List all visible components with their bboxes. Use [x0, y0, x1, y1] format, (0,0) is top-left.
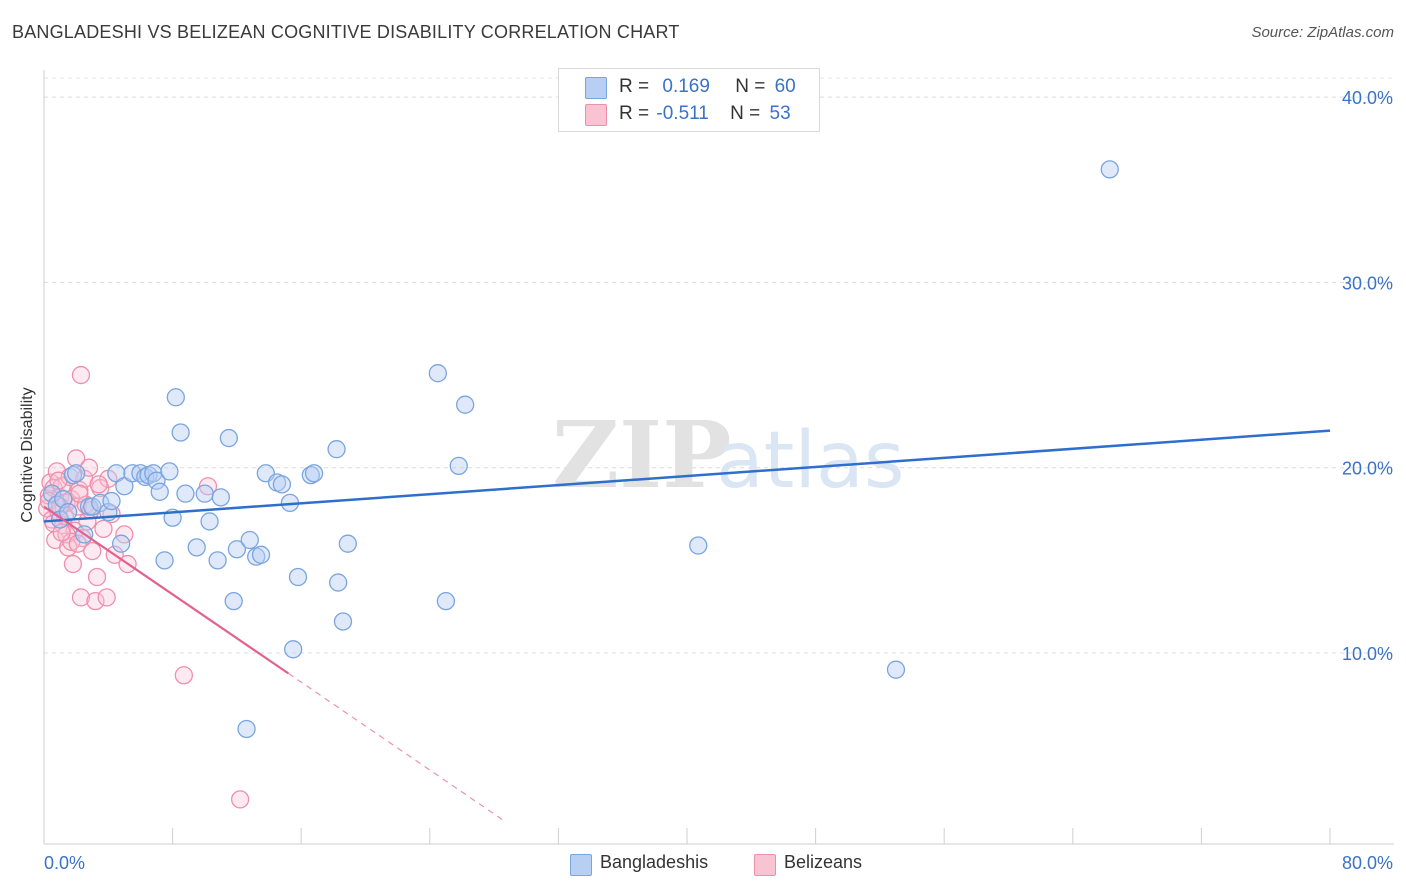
bangladeshi-point	[237, 719, 256, 739]
r-label: R =	[619, 76, 650, 97]
y-tick-label: 30.0%	[1342, 273, 1393, 293]
belizean-point	[97, 588, 116, 607]
legend-label-belizeans: Belizeans	[784, 852, 863, 872]
legend-swatch-blue	[570, 854, 592, 876]
bangladeshi-point	[112, 534, 131, 553]
bangladeshi-point	[689, 536, 708, 555]
bangladeshi-point	[1100, 160, 1119, 179]
belizean-point	[174, 666, 194, 685]
bangladeshi-point	[338, 534, 357, 553]
grid-lines	[44, 77, 1394, 654]
bangladeshi-point	[284, 640, 303, 659]
watermark-atlas: atlas	[716, 416, 905, 506]
belizean-point	[68, 534, 87, 553]
bangladeshi-point	[208, 551, 227, 570]
belizean-trend-extension	[288, 672, 506, 823]
r-value-bangladeshis: 0.169	[662, 76, 710, 97]
bangladeshi-point	[272, 475, 292, 494]
stats-legend: R = 0.169 N = 60 R = -0.511 N = 53	[558, 68, 820, 132]
bangladeshi-point	[67, 464, 86, 483]
bangladeshi-point	[224, 591, 243, 611]
bangladeshi-point	[107, 464, 126, 483]
bangladeshi-point	[187, 538, 206, 557]
belizean-point	[89, 475, 108, 494]
r-label: R =	[619, 103, 650, 124]
r-value-belizeans: -0.511	[656, 103, 709, 124]
tick-labels: 10.0% 20.0% 30.0% 40.0% 0.0% 80.0%	[44, 88, 1393, 873]
n-value-bangladeshis: 60	[774, 76, 796, 97]
bangladeshi-point	[327, 440, 346, 459]
bangladeshi-trend-line	[43, 429, 1331, 523]
bangladeshi-point	[166, 388, 185, 407]
belizean-point	[86, 591, 105, 611]
legend-label-bangladeshis: Bangladeshis	[600, 852, 709, 872]
belizean-point	[102, 504, 121, 524]
trend-lines	[43, 429, 1331, 823]
bangladeshi-point	[428, 364, 447, 383]
belizean-point	[83, 541, 102, 561]
bangladeshi-point	[304, 464, 324, 483]
source-label: Source: ZipAtlas.com	[1251, 24, 1394, 41]
bangladeshi-point	[211, 488, 230, 507]
watermark-zip: ZIP	[552, 401, 731, 509]
bangladeshi-point	[227, 540, 247, 559]
y-tick-label: 20.0%	[1342, 459, 1393, 479]
bangladeshi-point	[195, 484, 214, 503]
belizean-point	[87, 567, 107, 587]
bangladeshi-point	[63, 465, 83, 485]
belizean-point	[70, 484, 89, 503]
bangladeshi-point	[155, 551, 174, 570]
legend-swatch-blue	[585, 77, 607, 99]
n-label: N =	[730, 103, 761, 124]
legend-swatch-pink	[754, 854, 776, 876]
x-tick-label-max: 80.0%	[1342, 853, 1393, 873]
bangladeshi-point	[200, 512, 219, 531]
y-tick-label: 10.0%	[1342, 644, 1393, 664]
legend-swatch-pink	[585, 104, 607, 126]
bangladeshi-point	[115, 477, 134, 496]
bangladeshi-point	[171, 423, 190, 442]
bangladeshi-point	[176, 484, 195, 503]
bangladeshi-point	[449, 456, 468, 475]
bangladeshi-point	[329, 573, 348, 592]
bangladeshi-point	[333, 612, 353, 631]
bangladeshi-point	[301, 465, 320, 485]
bangladeshi-point	[42, 484, 62, 503]
belizean-point	[63, 554, 83, 574]
x-tick-label-min: 0.0%	[44, 853, 85, 873]
bangladeshi-point	[150, 482, 169, 501]
data-points	[38, 160, 1119, 809]
belizean-trend-line	[43, 505, 289, 675]
bangladeshi-point	[240, 530, 259, 550]
bangladeshi-point	[251, 545, 271, 564]
y-tick-label: 40.0%	[1342, 88, 1393, 108]
bangladeshi-point	[147, 471, 166, 490]
bangladeshi-point	[102, 491, 121, 511]
belizean-point	[94, 519, 113, 538]
bangladeshi-point	[886, 660, 906, 679]
bangladeshi-point	[436, 591, 456, 611]
chart-title: BANGLADESHI VS BELIZEAN COGNITIVE DISABI…	[12, 22, 680, 42]
axes	[43, 70, 1394, 845]
belizean-point	[71, 588, 91, 607]
belizean-point	[230, 790, 250, 809]
bangladeshi-point	[160, 462, 179, 481]
bangladeshi-point	[219, 428, 239, 448]
bangladeshi-point	[288, 567, 308, 587]
bangladeshi-point	[456, 395, 475, 414]
n-label: N =	[735, 76, 766, 97]
y-axis-label: Cognitive Disability	[19, 387, 36, 523]
n-value-belizeans: 53	[769, 103, 791, 124]
belizean-point	[71, 365, 91, 385]
